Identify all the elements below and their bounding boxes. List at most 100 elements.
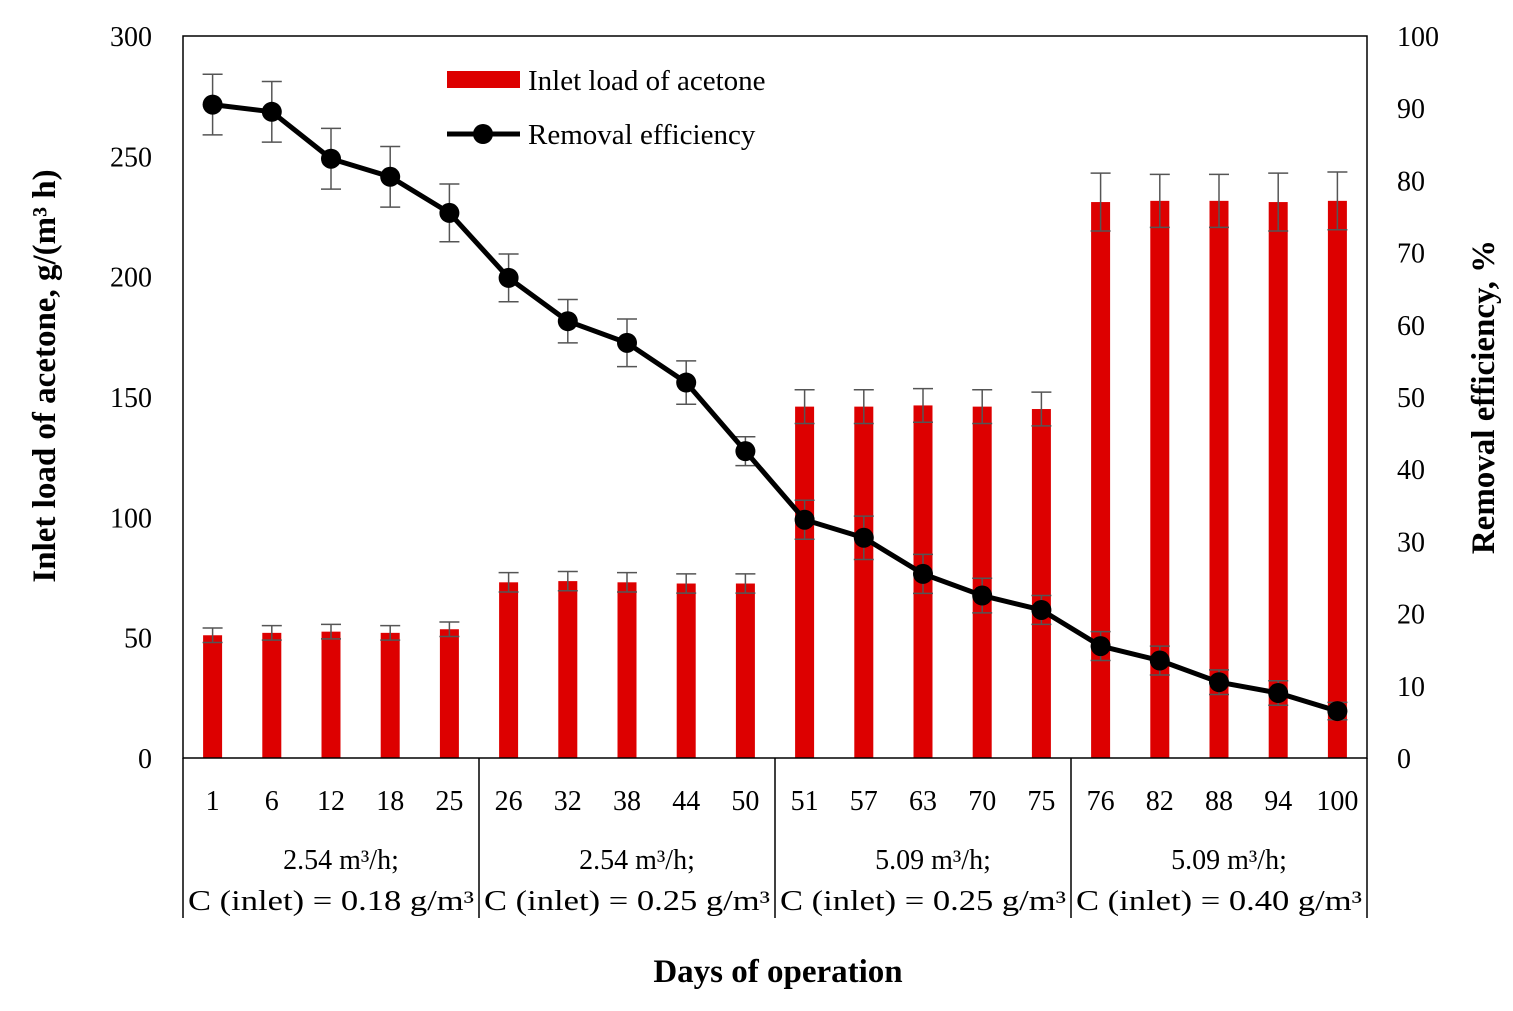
left-tick-label: 200: [110, 263, 152, 294]
efficiency-point-32: [557, 311, 578, 332]
bar-error-94: [1268, 172, 1289, 232]
efficiency-point-82: [1149, 650, 1170, 671]
efficiency-point-25: [439, 202, 460, 223]
legend-swatch-bars: [447, 71, 520, 88]
bar-32: [558, 581, 578, 758]
left-tick-label: 50: [124, 624, 152, 655]
x-tick-label-82: 82: [1146, 786, 1174, 817]
bar-26: [499, 582, 519, 758]
bar-error-88: [1209, 173, 1229, 229]
efficiency-point-63: [913, 563, 933, 584]
bar-error-32: [557, 570, 578, 592]
bar-error-63: [913, 387, 933, 424]
bar-1: [203, 635, 223, 758]
bar-error-26: [498, 571, 519, 593]
left-y-axis-title: Inlet load of acetone, g/(m³ h): [27, 169, 63, 582]
legend-label-line: Removal efficiency: [528, 119, 756, 151]
group-flow-label: 5.09 m³/h;: [1171, 845, 1287, 876]
bar-error-1: [202, 627, 223, 644]
right-tick-label: 40: [1397, 455, 1425, 486]
left-tick-label: 300: [110, 22, 152, 53]
legend-entry-line: Removal efficiency: [447, 119, 756, 151]
efficiency-line: [212, 102, 1339, 714]
group-flow-label: 2.54 m³/h;: [579, 845, 695, 876]
bar-error-44: [676, 573, 697, 594]
bar-94: [1268, 202, 1288, 758]
bar-error-51: [794, 389, 815, 425]
right-tick-label: 100: [1397, 22, 1439, 53]
efficiency-point-51: [794, 509, 815, 530]
efficiency-point-38: [617, 332, 637, 353]
bar-error-bars: [202, 171, 1348, 644]
efficiency-point-50: [735, 441, 756, 462]
x-axis-title: Days of operation: [653, 954, 902, 990]
efficiency-point-70: [972, 585, 993, 606]
x-tick-label-51: 51: [791, 786, 819, 817]
bar-error-18: [380, 624, 401, 641]
x-tick-label-76: 76: [1087, 786, 1115, 817]
right-tick-label: 70: [1397, 239, 1425, 270]
legend-swatch-marker: [473, 124, 493, 144]
efficiency-point-44: [676, 372, 697, 393]
x-tick-label-57: 57: [850, 786, 878, 817]
right-tick-label: 90: [1397, 94, 1425, 125]
x-tick-label-70: 70: [968, 786, 996, 817]
x-tick-label-88: 88: [1205, 786, 1233, 817]
x-tick-label-6: 6: [265, 786, 279, 817]
bar-44: [676, 583, 696, 758]
bar-38: [617, 582, 637, 758]
efficiency-point-88: [1209, 672, 1229, 693]
bar-error-70: [972, 389, 993, 425]
line-series: [202, 94, 1348, 722]
left-tick-label: 250: [110, 142, 152, 173]
left-tick-label: 100: [110, 503, 152, 534]
efficiency-point-57: [853, 527, 874, 548]
left-tick-label: 150: [110, 383, 152, 414]
x-tick-label-1: 1: [206, 786, 220, 817]
bar-error-25: [439, 621, 460, 638]
legend: Inlet load of acetone Removal efficiency: [447, 65, 766, 151]
group-concentration-label: C (inlet) = 0.25 g/m³: [484, 886, 770, 917]
right-y-axis: 0 10 20 30 40 50 60 70 80 90 100: [1397, 22, 1439, 775]
x-tick-label-44: 44: [672, 786, 700, 817]
bar-18: [380, 632, 400, 758]
efficiency-point-1: [202, 94, 223, 115]
bar-error-76: [1090, 172, 1111, 232]
x-tick-label-50: 50: [731, 786, 759, 817]
group-concentration-label: C (inlet) = 0.18 g/m³: [188, 886, 474, 917]
left-y-axis: 0 50 100 150 200 250 300: [110, 22, 152, 775]
right-tick-label: 10: [1397, 672, 1425, 703]
plot-border: [182, 35, 1368, 759]
x-tick-label-25: 25: [435, 786, 463, 817]
bar-57: [854, 406, 874, 758]
bar-error-57: [853, 389, 874, 425]
bar-error-6: [261, 624, 282, 641]
x-tick-label-75: 75: [1027, 786, 1055, 817]
efficiency-point-76: [1090, 636, 1111, 657]
plot-frame: [182, 35, 1368, 918]
x-tick-label-18: 18: [376, 786, 404, 817]
bar-25: [439, 629, 459, 758]
efficiency-point-26: [498, 267, 519, 288]
x-group-labels: 2.54 m³/h; C (inlet) = 0.18 g/m³ 2.54 m³/h…: [188, 845, 1362, 917]
bar-12: [321, 631, 341, 758]
right-tick-label: 80: [1397, 166, 1425, 197]
right-tick-label: 50: [1397, 383, 1425, 414]
legend-entry-bars: Inlet load of acetone: [447, 65, 766, 97]
group-flow-label: 2.54 m³/h;: [283, 845, 399, 876]
right-tick-label: 0: [1397, 744, 1411, 775]
efficiency-point-94: [1268, 683, 1289, 704]
right-tick-label: 20: [1397, 600, 1425, 631]
efficiency-point-100: [1327, 701, 1348, 722]
bar-error-12: [321, 623, 341, 640]
bar-6: [262, 632, 282, 758]
x-tick-label-63: 63: [909, 786, 937, 817]
left-tick-label: 0: [138, 744, 152, 775]
group-concentration-label: C (inlet) = 0.40 g/m³: [1076, 886, 1362, 917]
efficiency-point-18: [380, 166, 401, 187]
bar-error-100: [1327, 171, 1348, 231]
x-category-labels: 1 6 12 18 25 26 32 38 44 50 51 57 63 70 75 76 82 88 94 100: [206, 786, 1359, 817]
bar-88: [1209, 200, 1229, 758]
